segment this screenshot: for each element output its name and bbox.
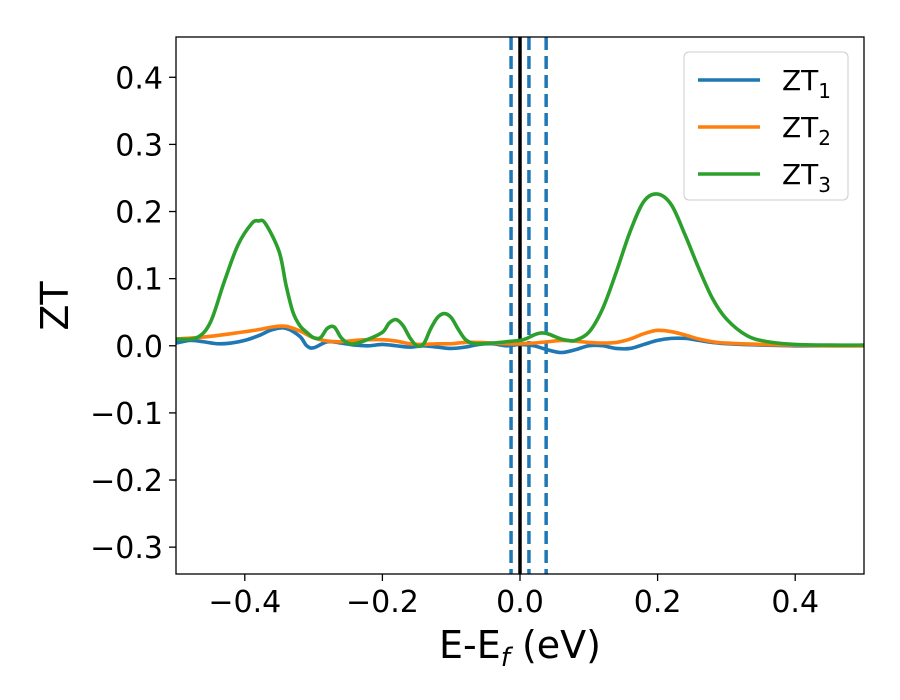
y-axis-ticks: −0.3 −0.2 −0.1 0.0 0.1 0.2 0.3 0.4 [90, 61, 176, 566]
x-tick-label: 0.0 [496, 585, 544, 620]
y-tick-label: 0.4 [115, 61, 163, 96]
legend-label-subscript: 3 [818, 173, 831, 197]
legend-label-subscript: 2 [818, 126, 831, 150]
x-tick-label: 0.2 [634, 585, 682, 620]
x-tick-label: 0.4 [771, 585, 819, 620]
y-tick-label: 0.0 [115, 330, 163, 365]
legend-label-subscript: 1 [818, 79, 831, 103]
y-tick-label: −0.3 [90, 531, 163, 566]
legend-label-text: ZT [782, 64, 819, 97]
y-tick-label: −0.1 [90, 397, 163, 432]
x-tick-label: −0.4 [208, 585, 281, 620]
y-tick-label: 0.3 [115, 128, 163, 163]
legend-label-text: ZT [782, 111, 819, 144]
x-axis-title: E-Ef (eV) [439, 623, 601, 673]
series-line-zt3 [176, 192, 864, 349]
series-line-zt1 [176, 326, 864, 355]
legend-label-zt2: ZT2 [782, 111, 831, 150]
legend-box [683, 51, 849, 201]
x-axis-ticks: −0.4 −0.2 0.0 0.2 0.4 [208, 574, 819, 620]
y-tick-label: 0.1 [115, 263, 163, 298]
y-axis-title: ZT [33, 281, 77, 331]
reference-lines [509, 37, 548, 574]
series-layer [176, 192, 864, 355]
x-axis-title-unit: (eV) [510, 623, 601, 667]
legend-label-zt1: ZT1 [782, 64, 831, 103]
x-tick-label: −0.2 [346, 585, 419, 620]
legend-label-text: ZT [782, 158, 819, 191]
legend-label-zt3: ZT3 [782, 158, 831, 197]
y-tick-label: 0.2 [115, 196, 163, 231]
y-tick-label: −0.2 [90, 464, 163, 499]
